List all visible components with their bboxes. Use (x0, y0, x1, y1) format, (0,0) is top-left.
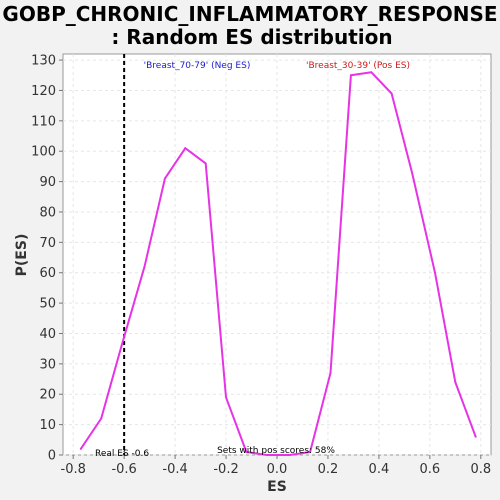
x-tick-label: -0.2 (213, 462, 238, 477)
y-ticks: 0 10 20 30 40 50 60 70 80 90 100 110 120 130 (31, 54, 63, 464)
es-data-point (370, 71, 373, 74)
y-tick-label: 0 (48, 449, 56, 464)
es-data-point (433, 271, 436, 274)
es-distribution-line (79, 71, 477, 456)
x-tick-label: 0.4 (369, 462, 390, 477)
pos-es-label: 'Breast_30-39' (Pos ES) (306, 61, 410, 71)
x-tick-label: 0.6 (420, 462, 441, 477)
y-tick-label: 30 (39, 357, 56, 372)
y-tick-label: 100 (31, 145, 56, 160)
y-tick-label: 70 (39, 236, 56, 251)
neg-es-label: 'Breast_70-79' (Neg ES) (144, 61, 251, 71)
es-data-point (329, 371, 332, 374)
y-tick-label: 40 (39, 327, 56, 342)
y-tick-label: 10 (39, 418, 56, 433)
es-data-point (454, 381, 457, 384)
y-tick-label: 50 (39, 297, 56, 312)
y-tick-label: 90 (39, 175, 56, 190)
pos-scores-label: Sets with pos scores: 58% (217, 446, 335, 456)
es-data-point (100, 417, 103, 420)
x-axis-label: ES (267, 479, 287, 495)
es-data-point (411, 171, 414, 174)
x-tick-label: 0.8 (470, 462, 491, 477)
es-data-point (265, 454, 268, 456)
real-es-label: Real ES -0.6 (95, 449, 149, 459)
y-tick-label: 120 (31, 84, 56, 99)
y-tick-label: 130 (31, 54, 56, 69)
es-data-point (225, 396, 228, 399)
y-tick-label: 80 (39, 205, 56, 220)
x-tick-label: 0.0 (267, 462, 288, 477)
chart-title: GOBP_CHRONIC_INFLAMMATORY_RESPONSE (2, 2, 497, 26)
es-data-point (288, 454, 291, 456)
y-tick-label: 60 (39, 266, 56, 281)
y-tick-label: 20 (39, 388, 56, 403)
es-data-point (143, 265, 146, 268)
x-tick-label: 0.2 (318, 462, 339, 477)
x-tick-label: -0.8 (61, 462, 86, 477)
es-data-point (474, 435, 477, 438)
es-data-point (204, 162, 207, 165)
es-data-point (184, 147, 187, 150)
grid (63, 54, 491, 456)
es-data-point (163, 177, 166, 180)
es-data-point (390, 92, 393, 95)
y-axis-label: P(ES) (14, 234, 30, 277)
es-data-point (120, 344, 123, 347)
y-tick-label: 110 (31, 114, 56, 129)
es-data-point (349, 74, 352, 77)
es-data-point (309, 450, 312, 453)
x-tick-label: -0.6 (111, 462, 136, 477)
x-tick-label: -0.4 (162, 462, 187, 477)
chart-subtitle: : Random ES distribution (111, 25, 392, 49)
es-data-point (245, 450, 248, 453)
es-data-point (79, 447, 82, 450)
x-ticks: -0.8 -0.6 -0.4 -0.2 0.0 0.2 0.4 0.6 0.8 (61, 455, 491, 477)
series-layer (79, 71, 477, 456)
